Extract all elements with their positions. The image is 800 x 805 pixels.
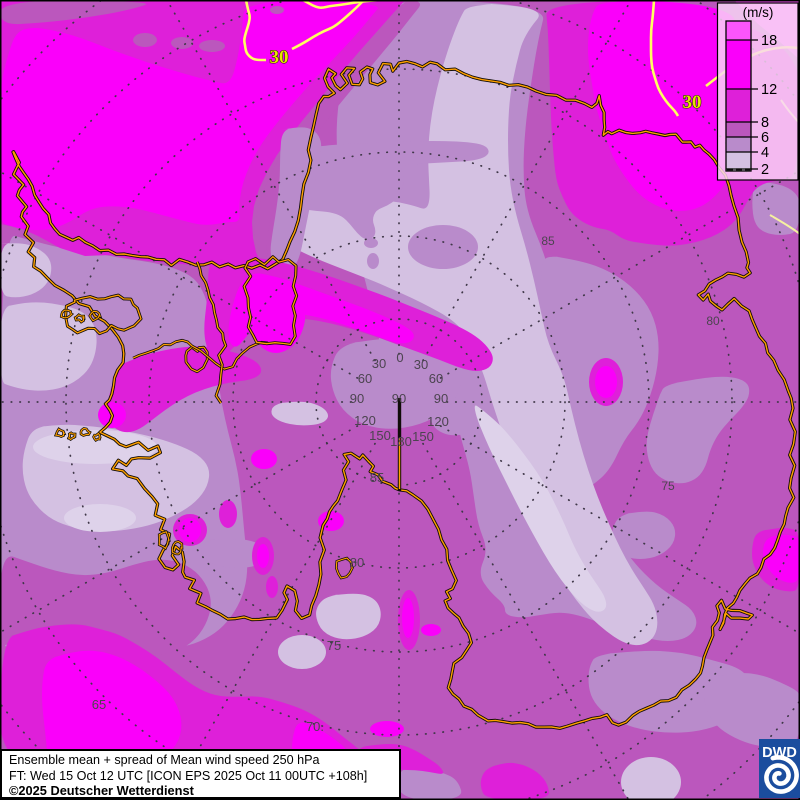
svg-text:180: 180 xyxy=(390,434,412,449)
svg-text:120: 120 xyxy=(354,413,376,428)
svg-text:90: 90 xyxy=(434,391,448,406)
svg-text:8: 8 xyxy=(761,115,769,131)
svg-text:60: 60 xyxy=(429,371,443,386)
svg-text:6: 6 xyxy=(761,130,769,146)
svg-text:Ensemble mean + spread of Mean: Ensemble mean + spread of Mean wind spee… xyxy=(9,753,320,767)
svg-text:120: 120 xyxy=(427,414,449,429)
svg-text:150: 150 xyxy=(412,429,434,444)
svg-text:150: 150 xyxy=(369,428,391,443)
svg-text:30: 30 xyxy=(414,357,428,372)
svg-text:75: 75 xyxy=(327,638,341,653)
svg-text:85: 85 xyxy=(541,234,555,248)
svg-text:12: 12 xyxy=(761,82,777,98)
svg-text:30: 30 xyxy=(372,356,386,371)
svg-text:30: 30 xyxy=(270,47,289,68)
svg-text:(m/s): (m/s) xyxy=(743,5,774,20)
svg-text:30: 30 xyxy=(683,92,702,113)
svg-text:2: 2 xyxy=(761,162,769,178)
svg-text:FT: Wed 15 Oct 12 UTC [ICON EP: FT: Wed 15 Oct 12 UTC [ICON EPS 2025 Oct… xyxy=(9,769,367,783)
svg-text:85: 85 xyxy=(370,470,384,485)
svg-text:18: 18 xyxy=(761,33,777,49)
svg-text:80: 80 xyxy=(350,555,364,570)
svg-text:75: 75 xyxy=(661,479,675,493)
svg-text:0: 0 xyxy=(396,350,403,365)
svg-text:60: 60 xyxy=(358,371,372,386)
svg-text:80: 80 xyxy=(706,314,720,328)
svg-text:70.: 70. xyxy=(306,719,324,734)
svg-text:4: 4 xyxy=(761,145,769,161)
svg-text:90: 90 xyxy=(392,391,406,406)
svg-text:65: 65 xyxy=(92,697,106,712)
svg-text:90: 90 xyxy=(350,391,364,406)
svg-text:©2025 Deutscher Wetterdienst: ©2025 Deutscher Wetterdienst xyxy=(9,783,195,798)
